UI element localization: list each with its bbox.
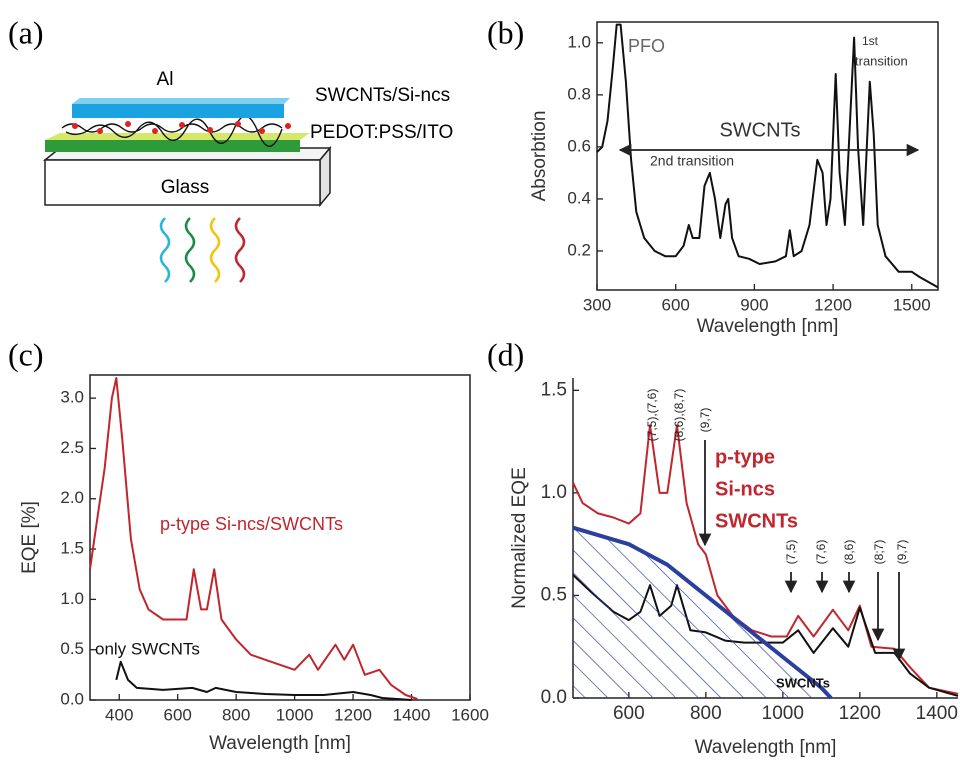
- y-axis-title: Normalized EQE: [509, 467, 530, 609]
- panel-label: (a): [8, 14, 44, 50]
- x-axis-title: Wavelength [nm]: [695, 737, 837, 758]
- x-axis-title: Wavelength [nm]: [209, 733, 351, 754]
- panel-label: (d): [487, 336, 524, 372]
- y-tick-label: 0.5: [541, 584, 567, 605]
- data-line: [115, 660, 412, 701]
- layer-label: PEDOT:PSS/ITO: [310, 122, 453, 143]
- annotation: (7,5): [784, 540, 798, 565]
- device-diagram: [42, 98, 332, 283]
- x-tick-label: 1500: [893, 295, 931, 314]
- annotation: 2nd transition: [650, 153, 734, 169]
- annotation: p-type: [715, 446, 775, 468]
- x-tick-label: 1400: [916, 703, 958, 724]
- annotation: (7,5),(7,6): [645, 389, 659, 442]
- x-tick-label: 1000: [276, 705, 314, 724]
- x-tick-label: 400: [105, 705, 133, 724]
- layer-label: SWCNTs/Si-ncs: [315, 85, 450, 106]
- x-tick-label: 300: [583, 295, 611, 314]
- plot-frame: [596, 21, 939, 291]
- annotation: Si-ncs: [715, 478, 775, 500]
- x-tick-label: 600: [164, 705, 192, 724]
- x-tick-label: 800: [222, 705, 250, 724]
- annotation: SWCNTs: [776, 675, 830, 690]
- annotation: p-type Si-ncs/SWCNTs: [160, 514, 343, 534]
- annotation: PFO: [628, 36, 665, 56]
- y-tick-label: 1.0: [60, 589, 84, 608]
- x-tick-label: 1400: [393, 705, 431, 724]
- annotation: SWCNTs: [715, 510, 798, 532]
- y-tick-label: 3.0: [60, 388, 84, 407]
- chart-panel: 600 800 1000 1200 1400 0.0 0.5 1.0 1.5 Wavelength…: [509, 378, 959, 758]
- y-tick-label: 0.4: [567, 188, 591, 207]
- x-tick-label: 600: [613, 703, 645, 724]
- y-tick-label: 1.0: [567, 32, 591, 51]
- y-tick-label: 1.5: [541, 379, 567, 400]
- annotation: only SWCNTs: [95, 639, 200, 658]
- y-tick-label: 2.5: [60, 438, 84, 457]
- panel-label: (b): [487, 14, 524, 50]
- x-tick-label: 1200: [839, 703, 881, 724]
- x-tick-label: 1600: [451, 705, 489, 724]
- y-tick-label: 0.0: [60, 689, 84, 708]
- annotation: SWCNTs: [719, 119, 800, 141]
- chart-panel: 300 600 900 1200 1500 0.2 0.4 0.6 0.8 1.0 Waveleng…: [529, 21, 939, 337]
- data-line: [572, 525, 833, 700]
- annotation: transition: [855, 53, 908, 68]
- y-tick-label: 2.0: [60, 488, 84, 507]
- layer-label: Glass: [161, 177, 210, 198]
- y-tick-label: 0.6: [567, 136, 591, 155]
- y-tick-label: 1.5: [60, 539, 84, 558]
- annotation: (7,6): [814, 540, 828, 565]
- x-tick-label: 1200: [814, 295, 852, 314]
- annotation: (9,7): [698, 408, 712, 433]
- y-tick-label: 0.8: [567, 84, 591, 103]
- y-tick-label: 0.0: [541, 687, 567, 708]
- plot-frame: [89, 374, 471, 701]
- panel-label: (c): [8, 336, 44, 372]
- annotation: (9,7): [895, 540, 909, 565]
- annotation: (8;7): [872, 540, 886, 565]
- hatched-area: [573, 527, 831, 698]
- y-tick-label: 0.2: [567, 240, 591, 259]
- layer-label: Al: [157, 69, 174, 90]
- x-tick-label: 800: [690, 703, 722, 724]
- x-tick-label: 600: [662, 295, 690, 314]
- data-line: [89, 377, 418, 700]
- data-line: [596, 23, 939, 289]
- y-axis-title: EQE [%]: [19, 501, 40, 574]
- chart-panel: 400 600 800 1000 1200 1400 1600 0.0 0.5 1.0 1.5 2.0…: [19, 374, 489, 754]
- annotation: 1st: [862, 34, 879, 48]
- y-tick-label: 0.5: [60, 639, 84, 658]
- annotation: (8,6),(8,7): [672, 389, 686, 442]
- x-tick-label: 1200: [334, 705, 372, 724]
- x-tick-label: 900: [740, 295, 768, 314]
- y-tick-label: 1.0: [541, 482, 567, 503]
- annotation: (8,6): [842, 540, 856, 565]
- x-tick-label: 1000: [762, 703, 804, 724]
- x-axis-title: Wavelength [nm]: [697, 316, 839, 337]
- y-axis-title: Absorbtion: [529, 111, 550, 202]
